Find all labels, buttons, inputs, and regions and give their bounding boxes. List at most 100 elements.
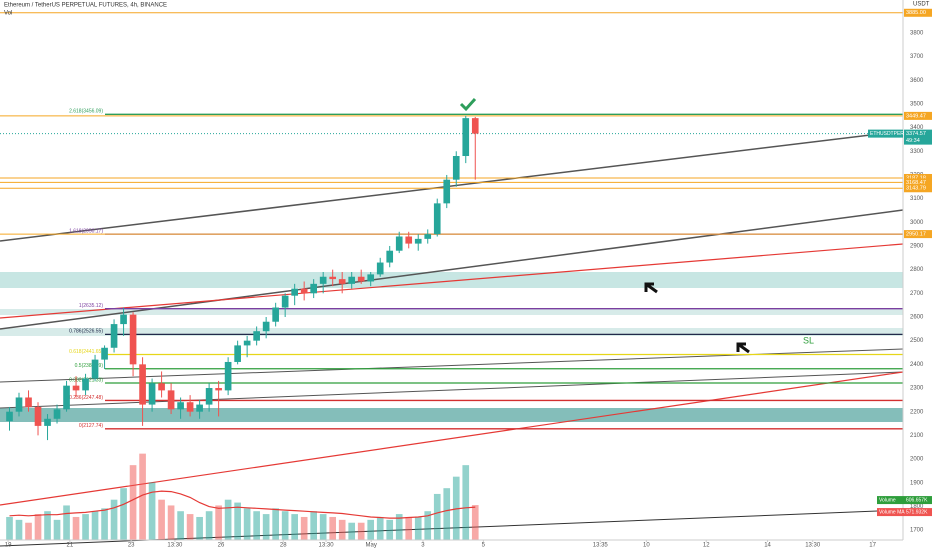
fib-label: 0.786(2526.55) — [69, 329, 103, 335]
candle-body — [243, 340, 251, 346]
trendline — [0, 130, 904, 242]
candle-body — [120, 314, 127, 325]
candle-body — [386, 250, 394, 263]
volume-bar — [177, 511, 184, 540]
volume-bar — [215, 505, 222, 540]
volume-bar — [443, 488, 451, 540]
candle-body — [310, 283, 318, 294]
level-tag — [904, 178, 932, 187]
volume-bar — [405, 516, 413, 540]
x-tick-label: 23 — [128, 543, 135, 549]
fib-label: 1.618(2950.17) — [69, 228, 103, 234]
volume-bar — [424, 511, 432, 540]
candle-body — [101, 347, 108, 360]
candle-body — [15, 397, 23, 412]
candle-body — [167, 390, 175, 410]
candle-body — [452, 156, 460, 180]
volume-bar — [234, 502, 241, 540]
volume-bar — [386, 519, 394, 540]
level-tag-label: 3885.00 — [906, 10, 926, 16]
candle-body — [329, 276, 337, 280]
candle-body — [462, 118, 470, 157]
y-tick-label: 2500 — [910, 338, 924, 344]
x-tick-label: 12 — [703, 543, 710, 549]
fib-label: 0.618(2441.65) — [69, 349, 103, 355]
candle-body — [224, 361, 232, 391]
y-tick-label: 3000 — [910, 220, 924, 226]
level-tag-label: 3449.47 — [906, 113, 926, 119]
candle-body — [148, 383, 156, 405]
volume-bar — [243, 508, 251, 540]
candle-body — [34, 406, 42, 426]
indicator-label: Vol — [4, 11, 12, 17]
volume-bar — [253, 511, 260, 540]
volume-bar — [129, 465, 137, 540]
volume-bar — [224, 499, 232, 540]
y-tick-label: 3500 — [910, 102, 924, 108]
candle-body — [205, 388, 213, 405]
y-tick-label: 3800 — [910, 30, 924, 36]
candle-body — [63, 385, 70, 410]
countdown: 49:34 — [906, 138, 920, 144]
candle-body — [443, 179, 451, 204]
volume-tag-name: Volume MA — [879, 509, 905, 515]
volume-bar — [25, 522, 32, 540]
volume-bar — [329, 516, 337, 540]
x-tick-label: 28 — [280, 543, 287, 549]
arrow — [736, 342, 750, 354]
y-tick-label: 1800 — [910, 504, 924, 510]
volume-tag-value: 571.932K — [906, 509, 928, 515]
candle-body — [357, 276, 365, 282]
y-tick-label: 2900 — [910, 244, 924, 250]
volume-bar — [291, 514, 298, 540]
x-tick-label: 13:30 — [805, 543, 821, 549]
volume-bar — [139, 453, 146, 540]
y-tick-label: 2100 — [910, 433, 924, 439]
fib-label: 0.5(2381.49) — [75, 363, 104, 369]
zones — [0, 272, 903, 422]
level-tag — [904, 184, 932, 193]
y-tick-label: 3700 — [910, 54, 924, 60]
candle-body — [53, 409, 61, 419]
x-tick-label: 21 — [67, 543, 74, 549]
symbol-tag-label: ETHUSDTPERP — [870, 131, 908, 137]
volume-bar — [34, 514, 42, 540]
candle-body — [6, 411, 13, 422]
candle-body — [129, 314, 137, 365]
y-tick-label: 1700 — [910, 528, 924, 534]
volume-bar — [319, 514, 327, 540]
volume-bar — [367, 519, 375, 540]
y-tick-label: 2000 — [910, 457, 924, 463]
level-tag-label: 2950.17 — [906, 232, 926, 238]
x-tick-label: 13:30 — [319, 543, 335, 549]
x-tick-label: 10 — [643, 543, 650, 549]
volume-bar — [205, 511, 213, 540]
fib-label: 2.618(3456.09) — [69, 109, 103, 115]
volume-bar — [471, 505, 479, 540]
candle-body — [110, 324, 118, 348]
candle-body — [272, 307, 279, 322]
y-tick-label: 2600 — [910, 315, 924, 321]
candle-body — [196, 404, 203, 412]
candle-body — [91, 359, 99, 379]
volume-bar — [91, 511, 99, 540]
candle-body — [367, 274, 375, 282]
volume-bar — [15, 519, 23, 540]
volume-bar — [272, 508, 279, 540]
fib-label: 0.236(2247.48) — [69, 395, 103, 401]
candle-body — [262, 321, 270, 332]
volume-bar — [6, 516, 13, 540]
candle-body — [471, 118, 479, 134]
y-tick-label: 3100 — [910, 196, 924, 202]
volume-bar — [101, 508, 108, 540]
level-tag — [904, 8, 932, 17]
x-tick-label: 26 — [218, 543, 225, 549]
x-tick-label: 19 — [5, 543, 12, 549]
y-tick-label: 1900 — [910, 480, 924, 486]
candle-body — [414, 238, 422, 244]
candle-body — [348, 276, 356, 284]
volume-bar — [300, 516, 308, 540]
candle-body — [139, 364, 146, 405]
candle-body — [319, 276, 327, 284]
